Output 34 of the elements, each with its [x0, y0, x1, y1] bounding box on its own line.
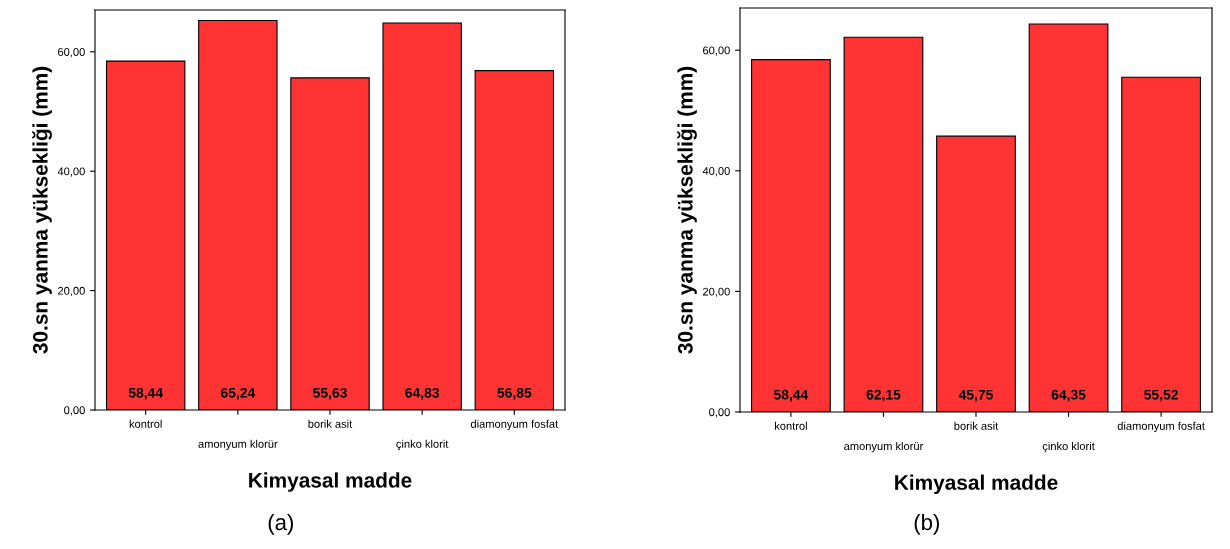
x-tick-label: diamonyum fosfat — [470, 419, 559, 431]
data-label: 55,63 — [313, 387, 347, 400]
text: (a) — [268, 513, 293, 535]
x-tick-label: amonyum klorür — [198, 439, 278, 451]
x-axis-title: Kimyasal madde — [249, 472, 412, 492]
y-tick-label: 0,00 — [64, 406, 85, 416]
y-tick-label: 20,00 — [58, 286, 85, 297]
data-label: 65,24 — [220, 387, 256, 400]
y-tick-label: 20,00 — [703, 287, 730, 297]
data-label: 58,44 — [128, 387, 163, 400]
data-label: 58,44 — [773, 389, 809, 402]
y-tick-label: 40,00 — [702, 167, 730, 177]
x-tick-label: kontrol — [129, 419, 162, 428]
y-axis-title: 30.sn yanma yüksekliği (mm) — [32, 66, 52, 354]
text: (b) — [914, 513, 939, 535]
x-tick-label: borik asit — [308, 419, 353, 428]
x-axis-title: Kimyasal madde — [895, 474, 1058, 494]
data-label: 64,83 — [405, 387, 440, 400]
x-tick-label: kontrol — [774, 421, 807, 430]
data-label: 64,35 — [1051, 389, 1086, 402]
x-tick-label: çinko klorit — [396, 439, 449, 451]
y-tick-label: 40,00 — [57, 167, 85, 177]
y-axis-title: 30.sn yanma yüksekliği (mm) — [677, 66, 697, 354]
x-tick-label: diamonyum fosfat — [1117, 421, 1205, 433]
x-tick-label: borik asit — [954, 421, 999, 430]
x-tick-label: çinko klorit — [1042, 441, 1095, 453]
y-tick-label: 60,00 — [703, 46, 730, 56]
data-label: 62,15 — [866, 389, 901, 402]
data-label: 55,52 — [1144, 389, 1178, 402]
y-tick-label: 60,00 — [58, 48, 85, 58]
data-label: 56,85 — [497, 387, 532, 400]
y-tick-label: 0,00 — [709, 408, 730, 418]
x-tick-label: amonyum klorür — [844, 441, 924, 453]
data-label: 45,75 — [958, 389, 993, 402]
